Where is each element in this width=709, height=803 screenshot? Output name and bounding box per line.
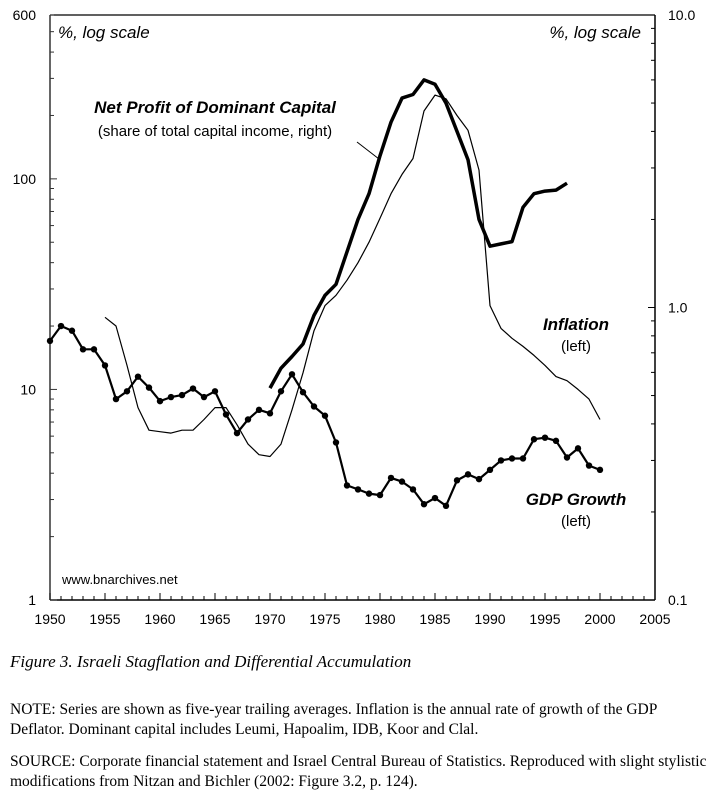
- gdp-growth-point: [57, 322, 65, 330]
- left-y-tick-label: 600: [13, 7, 37, 23]
- series-inflation: [104, 94, 601, 458]
- gdp-growth-point: [497, 457, 505, 464]
- gdp-growth-point: [288, 371, 296, 378]
- gdp-growth-point: [365, 490, 373, 497]
- gdp-growth-point: [46, 337, 54, 345]
- chart: 1950 1955 1960 1965 1970 1975 1980 1985 1990 1995…: [13, 7, 696, 627]
- x-tick-label: 1995: [529, 611, 560, 627]
- gdp-growth-point: [585, 462, 593, 469]
- x-tick-label: 1990: [474, 611, 505, 627]
- series-gdp-growth: [46, 322, 604, 510]
- legend-gdp-title: GDP Growth: [526, 490, 626, 509]
- series-layer: [46, 78, 604, 510]
- legend-net-profit-subtitle: (share of total capital income, right): [98, 123, 332, 140]
- watermark-url: www.bnarchives.net: [61, 572, 178, 587]
- x-tick-label: 1965: [199, 611, 230, 627]
- legend-inflation-subtitle: (left): [561, 338, 591, 355]
- x-tick-label: 1985: [419, 611, 450, 627]
- gdp-growth-point: [596, 466, 604, 474]
- gdp-growth-point: [321, 412, 329, 419]
- net-profit-of-dominant-capital-line: [268, 78, 568, 389]
- gdp-growth-point: [508, 455, 516, 462]
- gdp-growth-point: [541, 434, 549, 441]
- net-profit-leader-line: [356, 141, 380, 160]
- gdp-growth-point: [266, 410, 274, 417]
- gdp-growth-point: [255, 406, 263, 414]
- x-tick-label: 2005: [639, 611, 670, 627]
- legend-inflation-title: Inflation: [543, 315, 609, 334]
- gdp-growth-point: [442, 502, 450, 510]
- gdp-growth-point: [387, 474, 395, 482]
- left-axis-unit-label: %, log scale: [58, 23, 150, 42]
- tick-labels: 1950 1955 1960 1965 1970 1975 1980 1985 1990 1995…: [13, 7, 696, 627]
- gdp-growth-point: [222, 411, 230, 418]
- left-y-tick-label: 10: [20, 381, 36, 397]
- gdp-growth-point: [398, 478, 406, 485]
- gdp-growth-point: [563, 454, 571, 461]
- gdp-growth-point: [68, 327, 76, 334]
- x-tick-label: 1960: [144, 611, 175, 627]
- gdp-growth-point: [167, 393, 175, 401]
- gdp-growth-point: [332, 439, 340, 446]
- gdp-growth-point: [90, 346, 98, 353]
- left-y-tick-label: 1: [28, 592, 36, 608]
- gdp-growth-point: [475, 475, 483, 483]
- legend-net-profit-title: Net Profit of Dominant Capital: [94, 98, 337, 117]
- axis-ticks: [49, 14, 656, 601]
- gdp-growth-point: [123, 388, 131, 395]
- x-tick-label: 1970: [254, 611, 285, 627]
- gdp-growth-point: [211, 388, 219, 395]
- gdp-growth-point: [464, 471, 472, 478]
- figure-note: NOTE: Series are shown as five-year trai…: [10, 701, 657, 738]
- gdp-growth-point: [376, 491, 384, 499]
- gdp-growth-point: [409, 486, 417, 493]
- gdp-growth-point: [145, 384, 153, 391]
- inflation-line: [104, 94, 601, 458]
- legend-gdp-subtitle: (left): [561, 513, 591, 530]
- x-tick-label: 2000: [584, 611, 615, 627]
- left-y-tick-label: 100: [13, 171, 37, 187]
- figure-title: Figure 3. Israeli Stagflation and Differ…: [10, 652, 412, 671]
- x-tick-label: 1980: [364, 611, 395, 627]
- gdp-growth-point: [244, 416, 252, 423]
- gdp-growth-point: [79, 346, 87, 353]
- gdp-growth-point: [453, 477, 461, 484]
- x-tick-label: 1975: [309, 611, 340, 627]
- gdp-growth-point: [354, 486, 362, 493]
- right-y-tick-label: 0.1: [668, 592, 688, 608]
- series-net-profit-of-dominant-capital: [268, 78, 568, 389]
- right-y-tick-label: 1.0: [668, 300, 688, 316]
- gdp-growth-point: [530, 436, 538, 443]
- gdp-growth-point: [299, 389, 307, 396]
- gdp-growth-point: [343, 482, 351, 489]
- gdp-growth-point: [156, 397, 164, 405]
- figure-source: SOURCE: Corporate financial statement an…: [10, 753, 707, 790]
- gdp-growth-point: [189, 385, 197, 392]
- gdp-growth-point: [519, 455, 527, 462]
- gdp-growth-point: [178, 391, 186, 399]
- gdp-growth-point: [486, 466, 494, 474]
- gdp-growth-point: [112, 395, 120, 403]
- x-tick-label: 1950: [34, 611, 65, 627]
- gdp-growth-point: [134, 373, 142, 380]
- right-axis-unit-label: %, log scale: [549, 23, 641, 42]
- x-tick-label: 1955: [89, 611, 120, 627]
- gdp-growth-point: [431, 494, 439, 502]
- gdp-growth-point: [277, 388, 285, 395]
- gdp-growth-point: [101, 362, 109, 369]
- gdp-growth-point: [200, 393, 208, 401]
- gdp-growth-point: [420, 501, 428, 508]
- right-y-tick-label: 10.0: [668, 7, 695, 23]
- gdp-growth-point: [233, 429, 241, 437]
- gdp-growth-point: [310, 403, 318, 410]
- gdp-growth-point: [552, 437, 560, 445]
- gdp-growth-point: [574, 445, 582, 452]
